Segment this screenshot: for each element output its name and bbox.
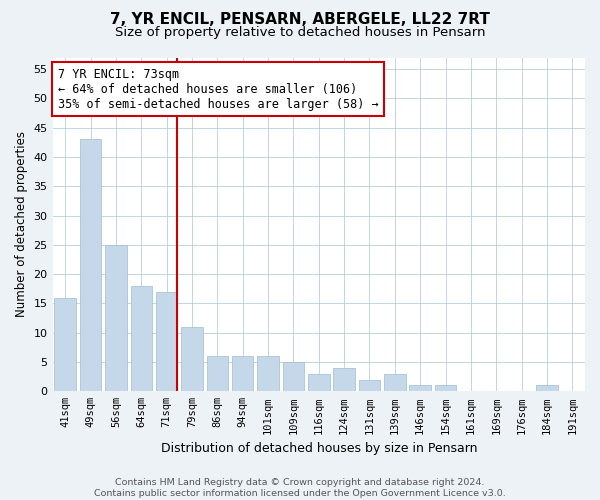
- Text: Size of property relative to detached houses in Pensarn: Size of property relative to detached ho…: [115, 26, 485, 39]
- Bar: [156, 292, 178, 392]
- Bar: [384, 374, 406, 392]
- Bar: [206, 356, 228, 392]
- Text: 7, YR ENCIL, PENSARN, ABERGELE, LL22 7RT: 7, YR ENCIL, PENSARN, ABERGELE, LL22 7RT: [110, 12, 490, 28]
- Bar: [359, 380, 380, 392]
- Text: 7 YR ENCIL: 73sqm
← 64% of detached houses are smaller (106)
35% of semi-detache: 7 YR ENCIL: 73sqm ← 64% of detached hous…: [58, 68, 379, 110]
- Bar: [283, 362, 304, 392]
- Y-axis label: Number of detached properties: Number of detached properties: [15, 132, 28, 318]
- Bar: [80, 140, 101, 392]
- Bar: [181, 327, 203, 392]
- Bar: [105, 245, 127, 392]
- Text: Contains HM Land Registry data © Crown copyright and database right 2024.
Contai: Contains HM Land Registry data © Crown c…: [94, 478, 506, 498]
- Bar: [257, 356, 279, 392]
- Bar: [435, 386, 457, 392]
- Bar: [536, 386, 558, 392]
- Bar: [409, 386, 431, 392]
- X-axis label: Distribution of detached houses by size in Pensarn: Distribution of detached houses by size …: [161, 442, 477, 455]
- Bar: [131, 286, 152, 392]
- Bar: [308, 374, 329, 392]
- Bar: [232, 356, 253, 392]
- Bar: [55, 298, 76, 392]
- Bar: [334, 368, 355, 392]
